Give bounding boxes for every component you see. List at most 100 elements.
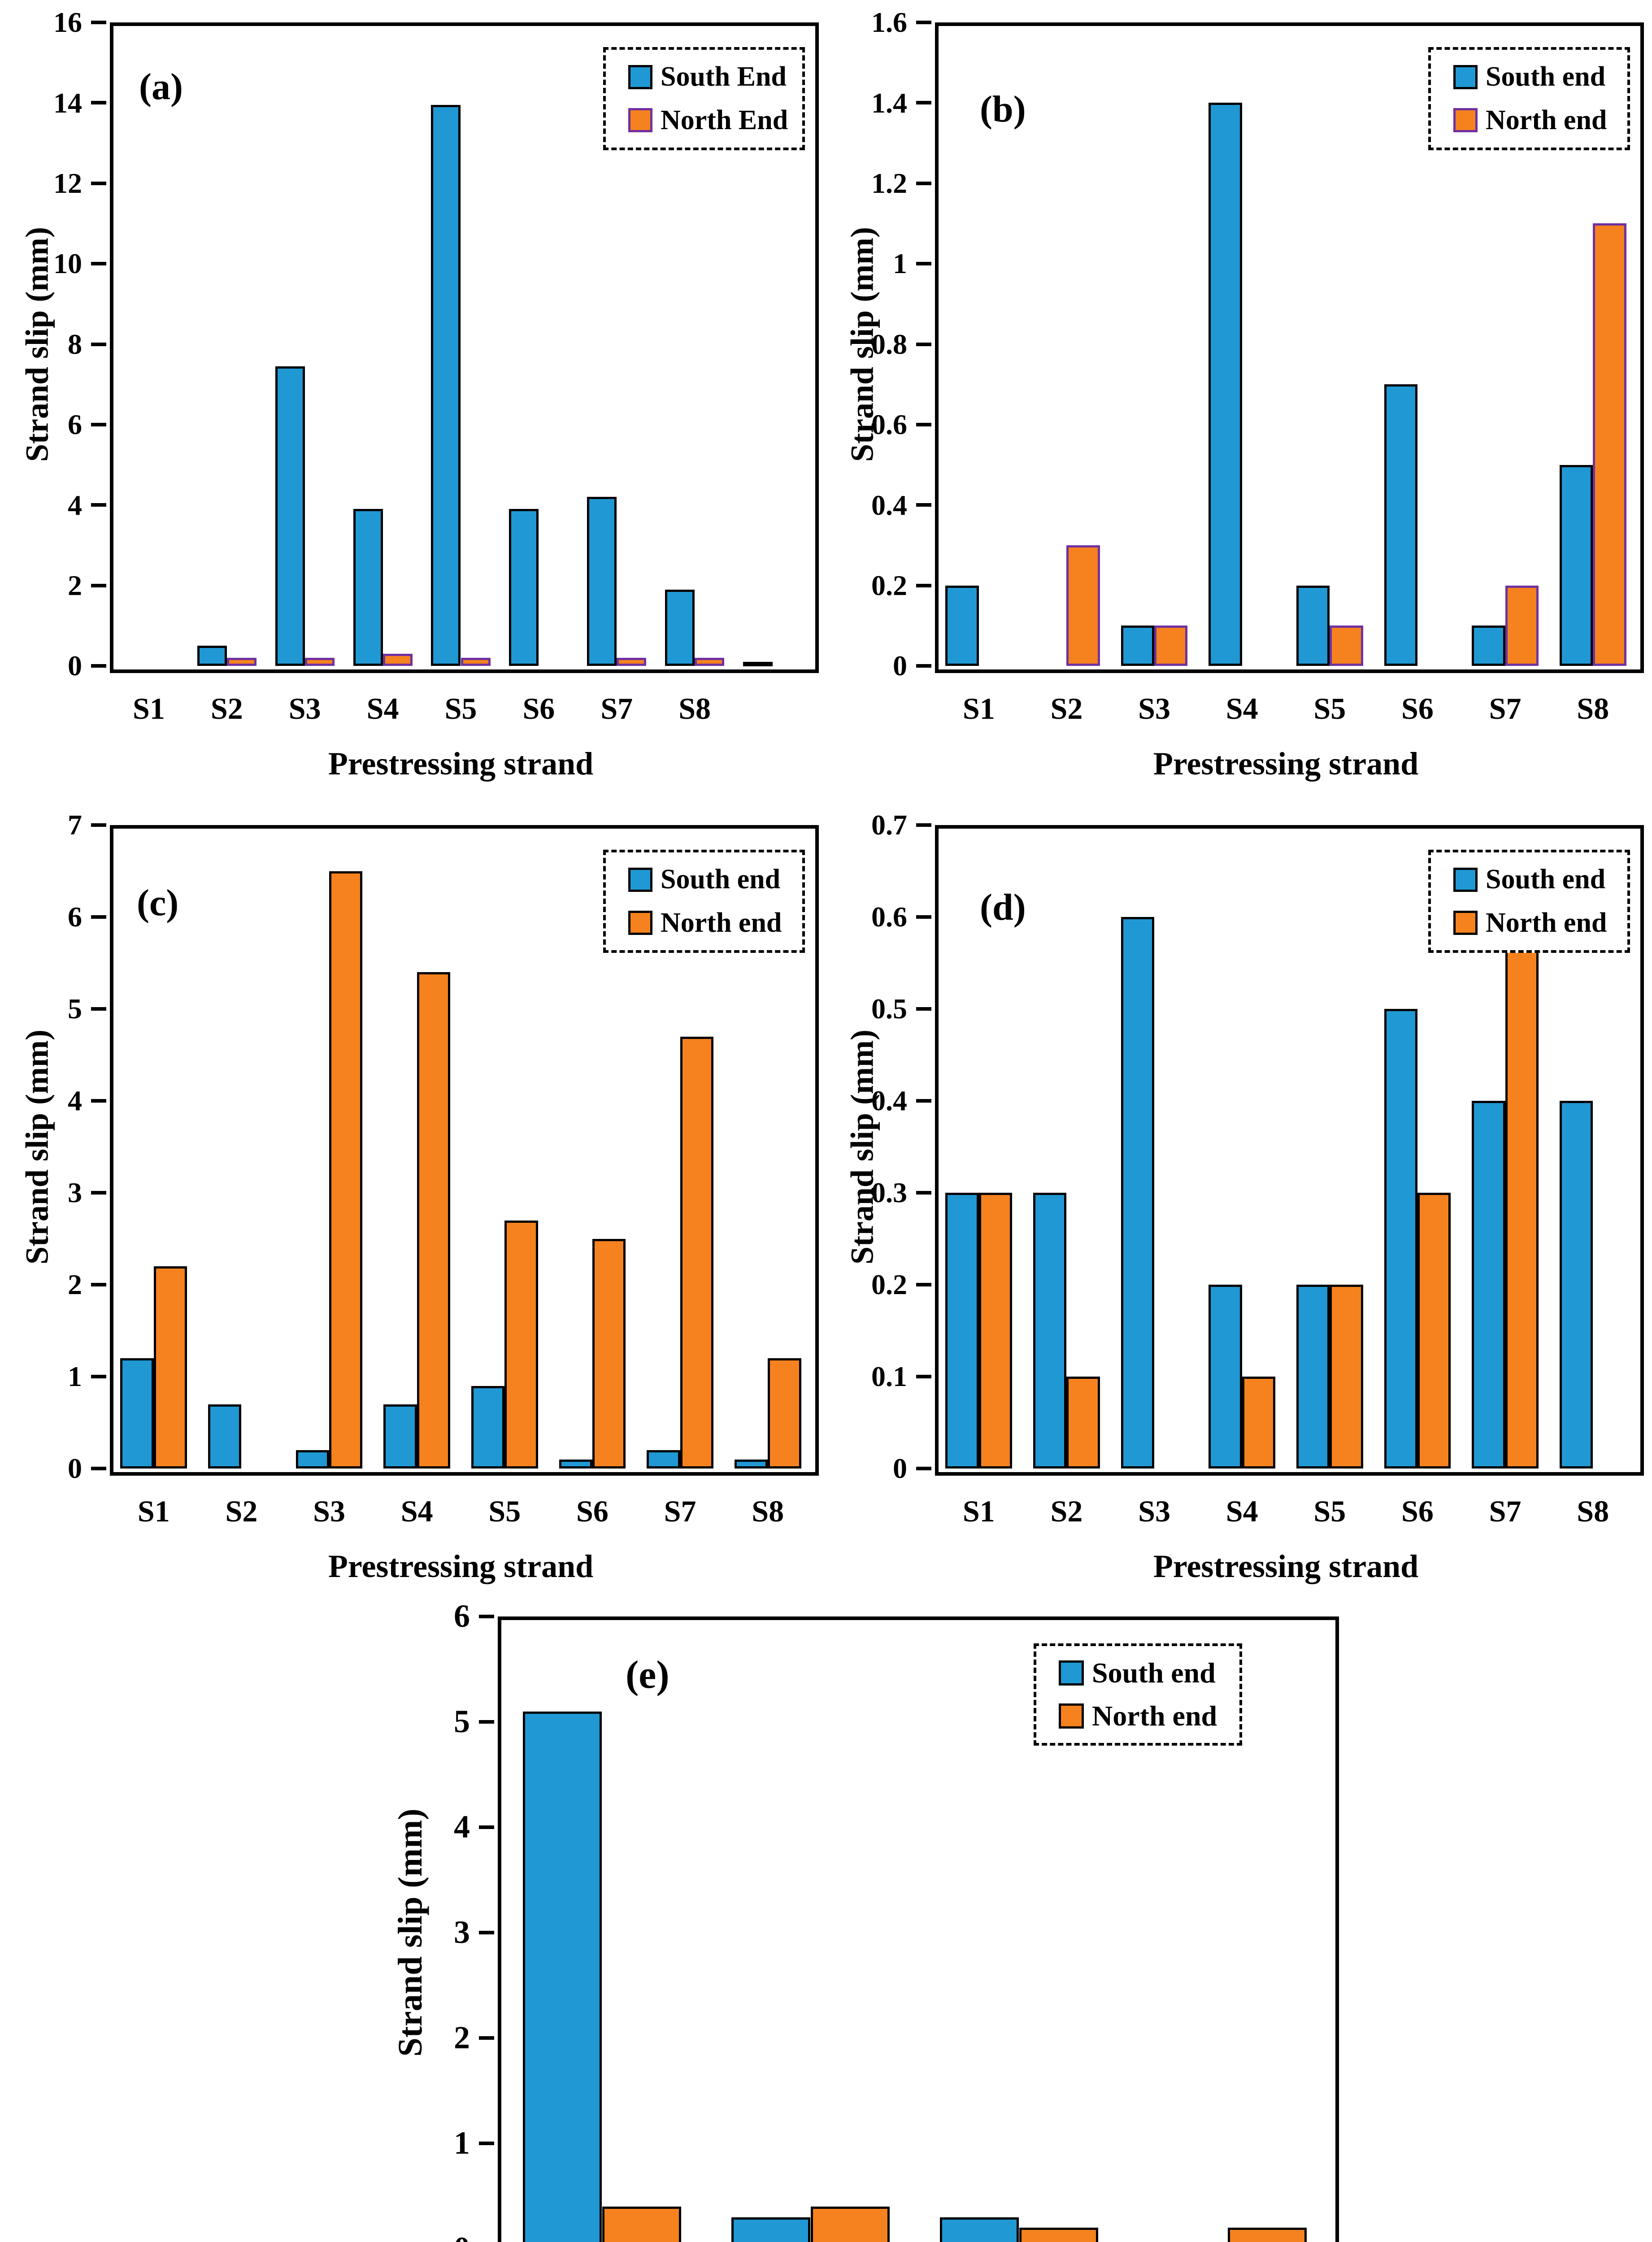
y-tick-label: 4 [68,489,82,521]
x-tick-label-s6: S6 [1401,691,1434,726]
bar-c-south-s8 [734,1459,768,1469]
bar-e-south-s2 [731,2217,811,2242]
bar-a-south-s8 [665,589,695,666]
y-tick-mark [916,823,931,827]
x-tick-label-s2: S2 [225,1494,258,1528]
bar-c-south-s6 [559,1459,592,1469]
y-tick-label: 0 [893,650,907,682]
bar-d-south-s3 [1121,917,1155,1469]
bar-d-north-s6 [1417,1193,1451,1469]
bar-a-south-s4 [353,509,383,666]
y-tick-mark [479,1720,494,1724]
y-tick-mark [916,101,931,105]
y-tick-label: 0.7 [871,809,907,841]
legend-entry-north-c: North end [628,907,802,939]
chart-panel-b: 0 0.2 0.4 0.6 0.8 1 1.2 1.4 1.6 S1 S2 S3 S4 S5 S6 S7 S8 P… [830,0,1650,798]
y-tick-label: 8 [68,328,82,360]
bar-a-south-s7 [587,497,617,666]
bar-d-south-s2 [1033,1193,1067,1469]
x-tick-label-s2: S2 [1050,691,1083,726]
y-tick-mark [91,1283,106,1286]
south-series-swatch-icon [1453,867,1478,892]
legend-entry-north-e: North end [1059,1699,1239,1733]
y-tick-label: 0.8 [871,328,907,360]
bar-a-north-s3 [304,658,335,666]
x-tick-label-s5: S5 [488,1494,521,1528]
bar-c-south-s3 [296,1450,330,1469]
y-tick-mark [916,422,931,426]
y-tick-label: 0 [68,650,82,682]
south-series-swatch-icon [1059,1660,1084,1686]
y-tick-label: 5 [454,1703,470,1740]
y-tick-mark [91,262,106,266]
bar-d-south-s4 [1209,1285,1242,1469]
bar-e-south-s1 [522,1711,602,2242]
legend-b: South end North end [1428,47,1630,150]
y-tick-mark [916,21,931,24]
y-tick-mark [916,342,931,346]
bar-c-south-s5 [471,1386,505,1469]
y-tick-label: 14 [53,87,82,119]
bar-b-north-s8 [1593,223,1626,666]
y-tick-label: 3 [68,1177,82,1209]
x-tick-label-s3: S3 [313,1494,345,1528]
y-tick-mark [91,583,106,587]
y-tick-mark [916,1007,931,1011]
bar-b-south-s3 [1121,626,1155,666]
y-tick-mark [91,181,106,185]
y-axis-title-e: Strand slip (mm) [391,1808,429,2057]
chart-panel-c: 0 1 2 3 4 5 6 7 S1 S2 S3 S4 S5 S6 S7 S8 Prestressing str… [4,803,825,1601]
legend-label-north: North End [661,104,788,135]
x-axis-title-c: Prestressing strand [328,1548,594,1584]
legend-entry-south-e: South end [1059,1656,1239,1690]
panel-letter-d: (d) [980,886,1026,928]
bar-b-south-s6 [1384,384,1417,666]
legend-entry-south-d: South end [1453,864,1627,895]
y-tick-mark [91,21,106,24]
legend-label-north: North end [661,907,782,938]
plot-area-d [935,825,1644,1476]
x-axis-title-a: Prestressing strand [328,746,594,782]
y-tick-mark [479,2036,494,2040]
bar-c-north-s3 [329,871,363,1469]
bar-d-north-s5 [1330,1285,1363,1469]
y-tick-mark [91,1375,106,1378]
bar-e-north-s3 [1019,2228,1099,2242]
x-tick-label-s7: S7 [600,691,633,726]
y-tick-label: 2 [68,569,82,601]
y-tick-label: 0.3 [871,1177,907,1209]
bar-c-south-s2 [208,1404,242,1469]
y-tick-label: 2 [68,1269,82,1301]
y-tick-mark [916,1375,931,1378]
bar-e-north-s2 [810,2207,890,2242]
y-tick-label: 6 [454,1598,470,1634]
bar-c-north-s1 [153,1266,187,1469]
north-series-swatch-icon [628,108,652,133]
y-tick-label: 6 [68,408,82,441]
y-tick-label: 5 [68,993,82,1025]
x-tick-label-s8: S8 [752,1494,784,1528]
x-tick-label-s2: S2 [1050,1494,1083,1528]
y-tick-mark [916,1467,931,1470]
bar-d-south-s5 [1296,1285,1330,1469]
y-tick-mark [91,1007,106,1011]
y-tick-mark [91,664,106,668]
bar-e-north-s4 [1227,2228,1307,2242]
bar-a-south-s6 [509,509,539,666]
y-tick-mark [479,1931,494,1934]
plot-area-b [935,22,1644,673]
chart-panel-e: 0123456S1S2S3S4Prestressing strandStrand… [377,1596,1345,2242]
x-tick-label-s4: S4 [1226,691,1258,726]
y-tick-mark [916,181,931,185]
y-tick-mark [916,262,931,266]
y-tick-label: 0.6 [871,901,907,933]
bar-a-north-s2 [226,658,256,666]
bar-a-south-s2 [197,646,227,666]
bar-e-south-s3 [939,2217,1019,2242]
legend-label-south: South end [1486,864,1606,895]
panel-letter-e: (e) [626,1653,669,1697]
y-tick-label: 0.4 [871,1085,907,1117]
x-tick-label-s2: S2 [210,691,243,726]
bar-d-north-s1 [978,1193,1013,1469]
y-tick-mark [916,1191,931,1195]
